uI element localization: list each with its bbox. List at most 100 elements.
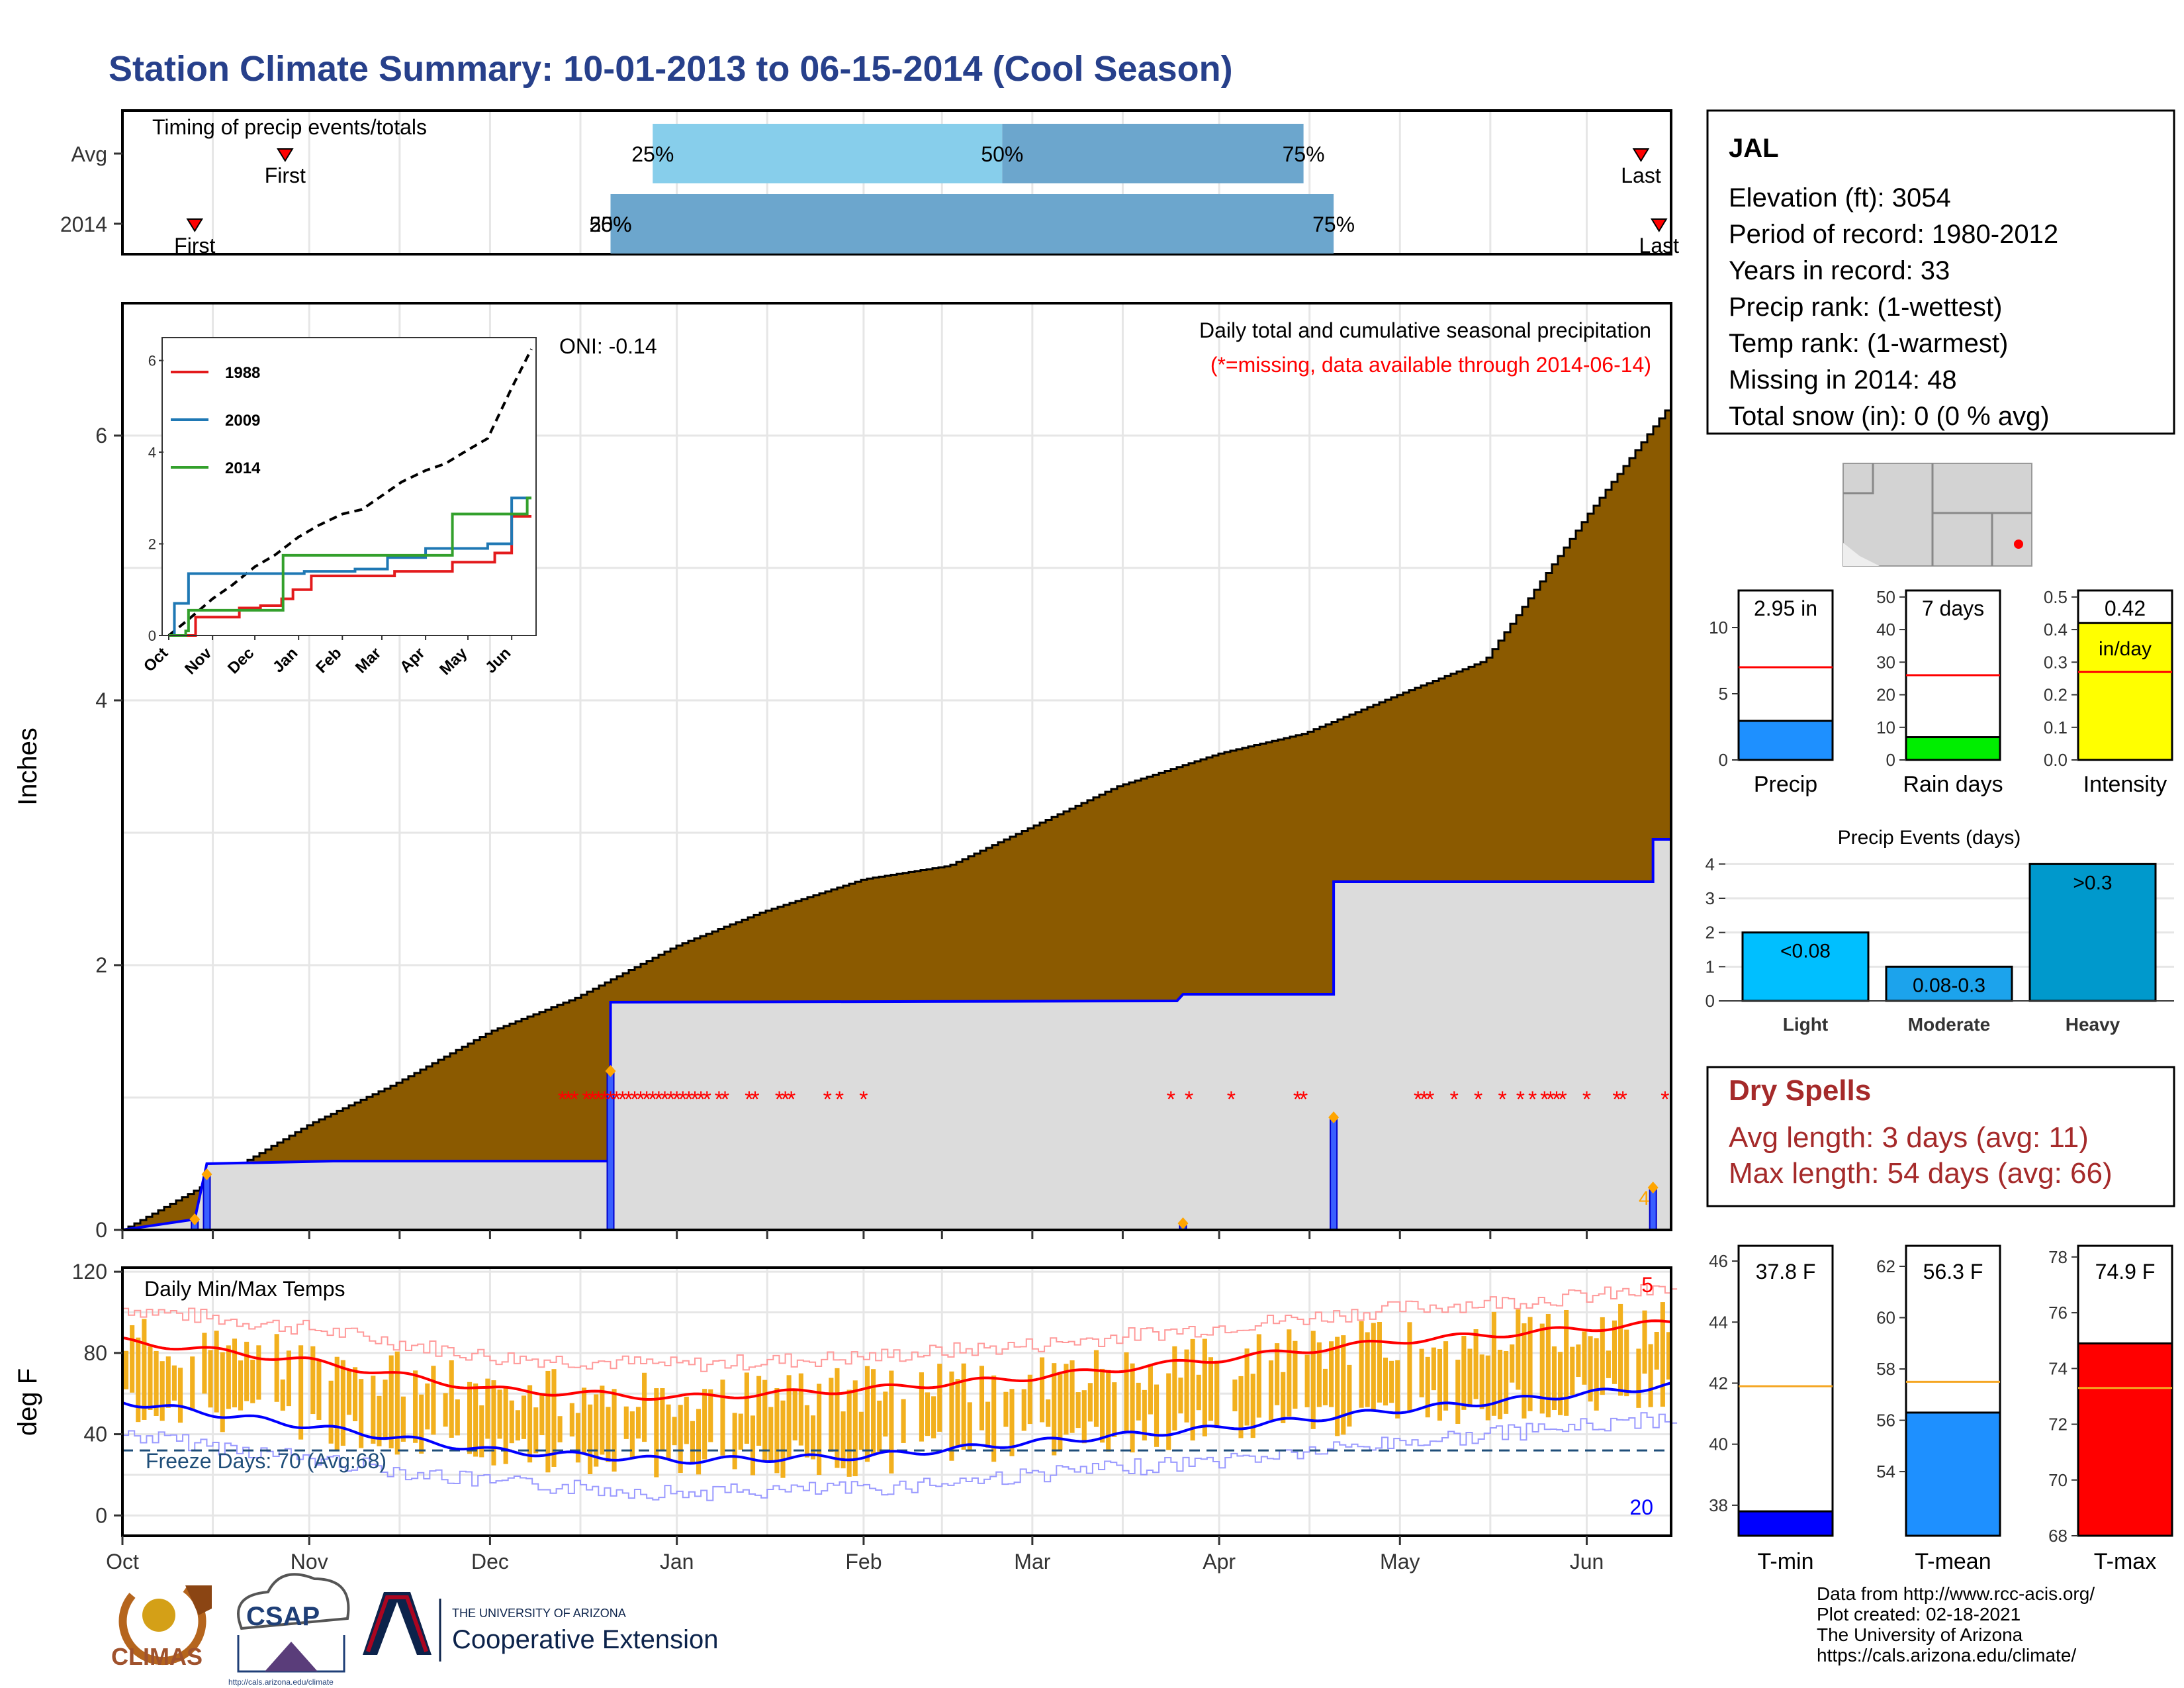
missing-day-marker: *: [775, 1087, 784, 1112]
tbar-ytick-label: 42: [1709, 1373, 1728, 1393]
missing-day-marker: *: [678, 1087, 687, 1112]
station-lines: Elevation (ft): 3054 Period of record: 19…: [1729, 183, 2058, 431]
daily-temp-bar: [1522, 1323, 1527, 1419]
inset-month-label: Dec: [224, 644, 257, 677]
daily-temp-bar: [841, 1411, 846, 1469]
events-category: Heavy: [2066, 1014, 2120, 1035]
daily-temp-bar: [623, 1406, 629, 1439]
daily-temp-bar: [154, 1350, 159, 1417]
daily-temp-bar: [226, 1345, 231, 1409]
station-line: Elevation (ft): 3054: [1729, 183, 1951, 212]
climas-logo: CLIMAS: [111, 1585, 212, 1670]
daily-temp-bar: [955, 1379, 960, 1448]
daily-temp-bar: [1365, 1332, 1370, 1407]
daily-temp-bar: [991, 1375, 997, 1462]
missing-day-marker: *: [618, 1087, 627, 1112]
tbar-ytick-label: 60: [1876, 1308, 1895, 1328]
tbar-ytick-label: 78: [2048, 1247, 2068, 1267]
mini-value-bar: [1905, 736, 2001, 761]
ua-logo: THE UNIVERSITY OF ARIZONA Cooperative Ex…: [363, 1592, 718, 1662]
daily-temp-bar: [666, 1404, 671, 1460]
missing-day-marker: *: [630, 1087, 639, 1112]
mini-ytick-label: 0: [1719, 750, 1728, 770]
daily-temp-bar: [786, 1375, 792, 1460]
daily-temp-bar: [690, 1421, 695, 1464]
temp-frame: [121, 1266, 1672, 1537]
temp-month-label: Jan: [660, 1550, 694, 1573]
events-ytick-label: 4: [1706, 854, 1715, 874]
tbar-ytick-label: 38: [1709, 1495, 1728, 1515]
inset-series-line: [169, 496, 531, 637]
timing-p75: 75%: [1312, 212, 1355, 236]
missing-day-marker: *: [1474, 1087, 1482, 1112]
temp-month-label: Oct: [106, 1550, 139, 1573]
daily-temp-bar: [1293, 1340, 1298, 1409]
missing-day-marker: *: [1619, 1087, 1627, 1112]
daily-temp-bar: [1214, 1360, 1220, 1429]
tbar-name: T-mean: [1915, 1549, 1991, 1574]
daily-temp-bar: [846, 1389, 852, 1477]
events-title: Precip Events (days): [1838, 827, 2021, 849]
precip-ytick-label: 2: [95, 953, 107, 977]
daily-temp-bar: [148, 1346, 153, 1410]
daily-temp-bar: [1335, 1336, 1340, 1436]
daily-temp-bar: [1316, 1342, 1322, 1407]
daily-temp-bar: [804, 1405, 809, 1458]
daily-temp-bar: [1275, 1343, 1280, 1405]
mini-ytick-label: 10: [1709, 618, 1728, 637]
missing-day-marker: *: [1299, 1087, 1308, 1112]
daily-temp-bar: [1003, 1391, 1009, 1427]
daily-temp-bar: [774, 1388, 780, 1474]
missing-day-marker: *: [1582, 1087, 1591, 1112]
daily-temp-bar: [1570, 1346, 1575, 1395]
daily-temp-bar: [165, 1356, 171, 1408]
csap-mountain: [265, 1642, 318, 1671]
missing-note: (*=missing, data available through 2014-…: [1210, 353, 1651, 377]
last-event-marker: [1632, 148, 1650, 162]
missing-day-marker: *: [745, 1087, 753, 1112]
mini-unit-label: in/day: [2099, 638, 2152, 660]
daily-temp-bar: [1304, 1354, 1310, 1407]
daily-temp-bar: [1075, 1392, 1081, 1429]
precip-ytick-label: 6: [95, 424, 107, 447]
daily-temp-bar: [750, 1415, 756, 1476]
climas-sun: [142, 1599, 175, 1632]
daily-temp-bar: [588, 1404, 593, 1474]
missing-day-marker: *: [721, 1087, 729, 1112]
daily-temp-bar: [286, 1350, 291, 1407]
daily-temp-bar: [762, 1380, 768, 1461]
missing-day-marker: *: [624, 1087, 633, 1112]
daily-temp-bar: [256, 1345, 261, 1400]
ua-big-text: Cooperative Extension: [452, 1625, 718, 1654]
precip-end-label: 4: [1639, 1188, 1650, 1209]
inset-series-line: [169, 496, 531, 637]
daily-temp-bar: [569, 1403, 574, 1437]
daily-temp-bar: [1479, 1354, 1484, 1409]
daily-precip-marker: [201, 1168, 212, 1180]
inset-month-label: Mar: [352, 644, 385, 677]
timing-p50: 50%: [589, 212, 631, 236]
daily-temp-bar: [1087, 1383, 1093, 1422]
daily-temp-bar: [473, 1383, 478, 1457]
daily-temp-bar: [1654, 1332, 1659, 1370]
missing-day-marker: *: [1546, 1087, 1555, 1112]
daily-temp-bar: [1184, 1349, 1189, 1423]
tbar-ytick-label: 46: [1709, 1251, 1728, 1271]
station-line: Temp rank: (1-warmest): [1729, 329, 2008, 358]
daily-temp-bar: [581, 1387, 587, 1454]
inset-month-label: Oct: [140, 644, 171, 675]
station-line: Period of record: 1980-2012: [1729, 220, 2058, 249]
daily-temp-bar: [1437, 1348, 1443, 1421]
daily-temp-bar: [1389, 1360, 1394, 1403]
daily-temp-bar: [328, 1380, 334, 1444]
state-borders: [1843, 463, 2032, 566]
events-bar-label: 0.08-0.3: [1913, 974, 1985, 996]
daily-temp-bar: [1166, 1373, 1171, 1450]
events-category: Light: [1783, 1014, 1828, 1035]
daily-temp-bar: [1244, 1348, 1250, 1426]
missing-day-marker: *: [751, 1087, 759, 1112]
missing-day-marker: *: [564, 1087, 572, 1112]
mini-value-bar: [1737, 720, 1834, 761]
mini-ytick-label: 5: [1719, 684, 1728, 704]
daily-temp-bar: [340, 1360, 345, 1446]
